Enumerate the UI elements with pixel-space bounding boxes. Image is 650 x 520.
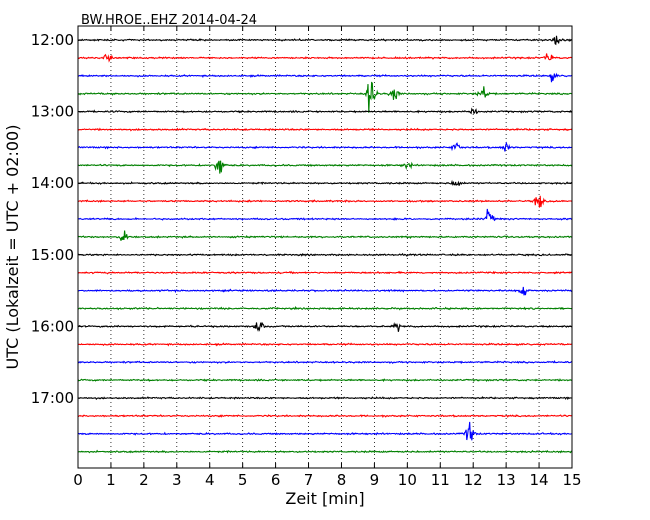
x-tick-label-14: 14: [530, 471, 549, 489]
trace-1330: [77, 141, 573, 152]
x-tick-label-5: 5: [238, 471, 248, 489]
trace-1245: [77, 81, 573, 113]
x-tick-label-3: 3: [172, 471, 182, 489]
trace-1300: [77, 107, 573, 115]
x-tick-label-13: 13: [497, 471, 516, 489]
x-tick-label-1: 1: [106, 471, 116, 489]
axis-ticks: [77, 26, 573, 468]
y-tick-labels: 12:00 13:00 14:00 15:00 16:00 17:00: [31, 31, 74, 407]
x-tick-label-4: 4: [205, 471, 215, 489]
trace-1500: [78, 252, 573, 257]
trace-1745: [77, 449, 573, 454]
y-tick-label-2: 14:00: [31, 174, 74, 192]
trace-1615: [78, 342, 573, 347]
trace-1645: [77, 378, 573, 383]
trace-lines: [77, 35, 573, 454]
trace-1700: [77, 396, 573, 401]
x-axis-label: Zeit [min]: [285, 489, 364, 508]
y-tick-label-4: 16:00: [31, 317, 74, 335]
trace-1200: [78, 35, 573, 46]
x-tick-label-2: 2: [139, 471, 149, 489]
y-tick-label-1: 13:00: [31, 103, 74, 121]
x-tick-label-0: 0: [73, 471, 83, 489]
trace-1430: [77, 208, 573, 222]
trace-1515: [77, 270, 573, 275]
trace-1230: [77, 72, 573, 83]
x-tick-labels: 0 1 2 3 4 5 6 7 8 9 10 11 12 13 14 15: [73, 471, 581, 489]
trace-1215: [77, 53, 573, 63]
y-tick-label-3: 15:00: [31, 246, 74, 264]
x-tick-label-7: 7: [304, 471, 314, 489]
trace-1315: [77, 127, 573, 132]
x-tick-label-11: 11: [431, 471, 450, 489]
trace-1545: [77, 305, 573, 311]
trace-1730: [77, 421, 573, 441]
x-tick-label-8: 8: [337, 471, 347, 489]
trace-1715: [77, 414, 573, 418]
trace-1630: [77, 359, 573, 365]
y-tick-label-0: 12:00: [31, 31, 74, 49]
trace-1345: [78, 160, 573, 174]
x-tick-label-10: 10: [398, 471, 417, 489]
plot-frame: [77, 25, 573, 469]
trace-1600: [77, 321, 573, 332]
trace-1530: [77, 286, 573, 296]
trace-1445: [77, 230, 573, 241]
trace-1400: [77, 179, 573, 187]
x-tick-label-12: 12: [464, 471, 483, 489]
chart-title: BW.HROE..EHZ 2014-04-24: [81, 13, 257, 28]
x-tick-label-6: 6: [271, 471, 281, 489]
y-tick-label-5: 17:00: [31, 389, 74, 407]
grid-lines: [110, 26, 540, 468]
x-tick-label-15: 15: [562, 471, 581, 489]
y-axis-label: UTC (Lokalzeit = UTC + 02:00): [3, 125, 22, 370]
trace-1415: [77, 195, 573, 208]
x-tick-label-9: 9: [370, 471, 380, 489]
